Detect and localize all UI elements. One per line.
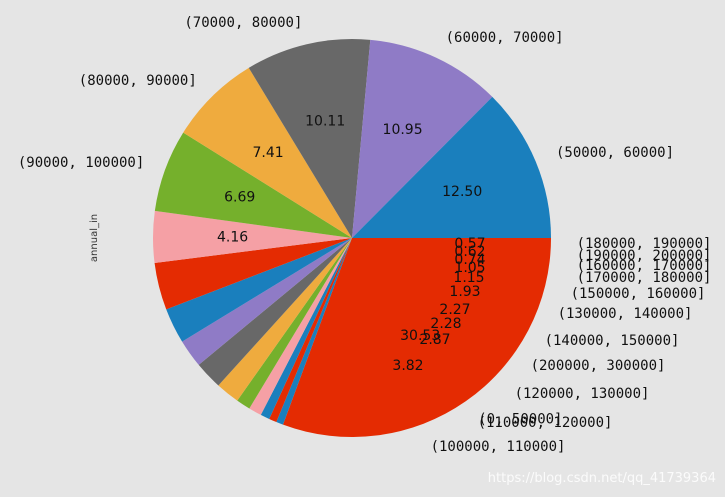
percent-label: 1.93 [449,284,480,300]
pie-slice [249,238,352,415]
category-labels: (0, 50000] (180000, 190000](190000, 20000… [18,15,712,455]
pie-slice [154,238,352,310]
pie-slice [352,39,493,238]
pie-slice [166,238,352,342]
category-label: (170000, 180000] [577,270,712,286]
category-label: (110000, 120000] [478,415,613,431]
category-label: (120000, 130000] [515,386,650,402]
category-label: (180000, 190000] [577,236,712,252]
pie-slice [152,210,352,263]
category-label: (160000, 170000] [577,258,712,274]
percent-label: 10.95 [383,122,423,138]
percent-label: 1.05 [454,260,485,276]
percent-label: 0.74 [454,252,485,268]
percent-label: 2.28 [430,316,461,332]
pie-slice [154,132,352,238]
percent-label: 1.15 [453,270,484,286]
category-label: (200000, 300000] [531,358,666,374]
percent-label: 30.53 [400,328,440,344]
percent-labels: 30.53 0.570.620.741.051.151.93 2.272.282.8… [217,114,486,374]
percent-label: 10.11 [305,114,345,130]
pie-slice [248,39,371,238]
category-label: (140000, 150000] [545,333,680,349]
percent-label: 0.62 [454,244,485,260]
pie-slice [260,238,352,419]
category-label: (190000, 200000] [577,248,712,264]
category-label: (90000, 100000] [18,155,144,171]
percent-label: 2.87 [419,332,450,348]
percent-label: 2.27 [439,302,470,318]
pie-slice [182,238,352,365]
category-label: (60000, 70000] [446,30,564,46]
percent-label: 0.57 [454,236,485,252]
pie-slice [218,238,352,401]
category-label: (130000, 140000] [558,306,693,322]
pie-slice [276,238,352,425]
percent-label: 4.16 [217,229,248,245]
pie-slices [152,39,551,438]
category-label: (50000, 60000] [556,145,674,161]
pie-slice [183,67,352,238]
percent-label: 12.50 [442,184,482,200]
pie-slice [237,238,352,409]
watermark-text: https://blog.csdn.net/qq_41739364 [488,471,716,486]
percent-label: 3.82 [392,358,423,374]
pie-slice [352,96,551,239]
category-label: (100000, 110000] [431,439,566,455]
percent-label: 7.41 [253,145,284,161]
percent-label: 6.69 [224,189,255,205]
pie-slice [282,238,551,438]
pie-slice [269,238,352,423]
pie-slice [198,238,352,386]
category-label: (80000, 90000] [79,73,197,89]
category-label: (70000, 80000] [184,15,302,31]
category-label: (150000, 160000] [571,286,706,302]
category-label: (0, 50000] [478,411,562,427]
y-axis-label: annual_in [89,214,100,262]
